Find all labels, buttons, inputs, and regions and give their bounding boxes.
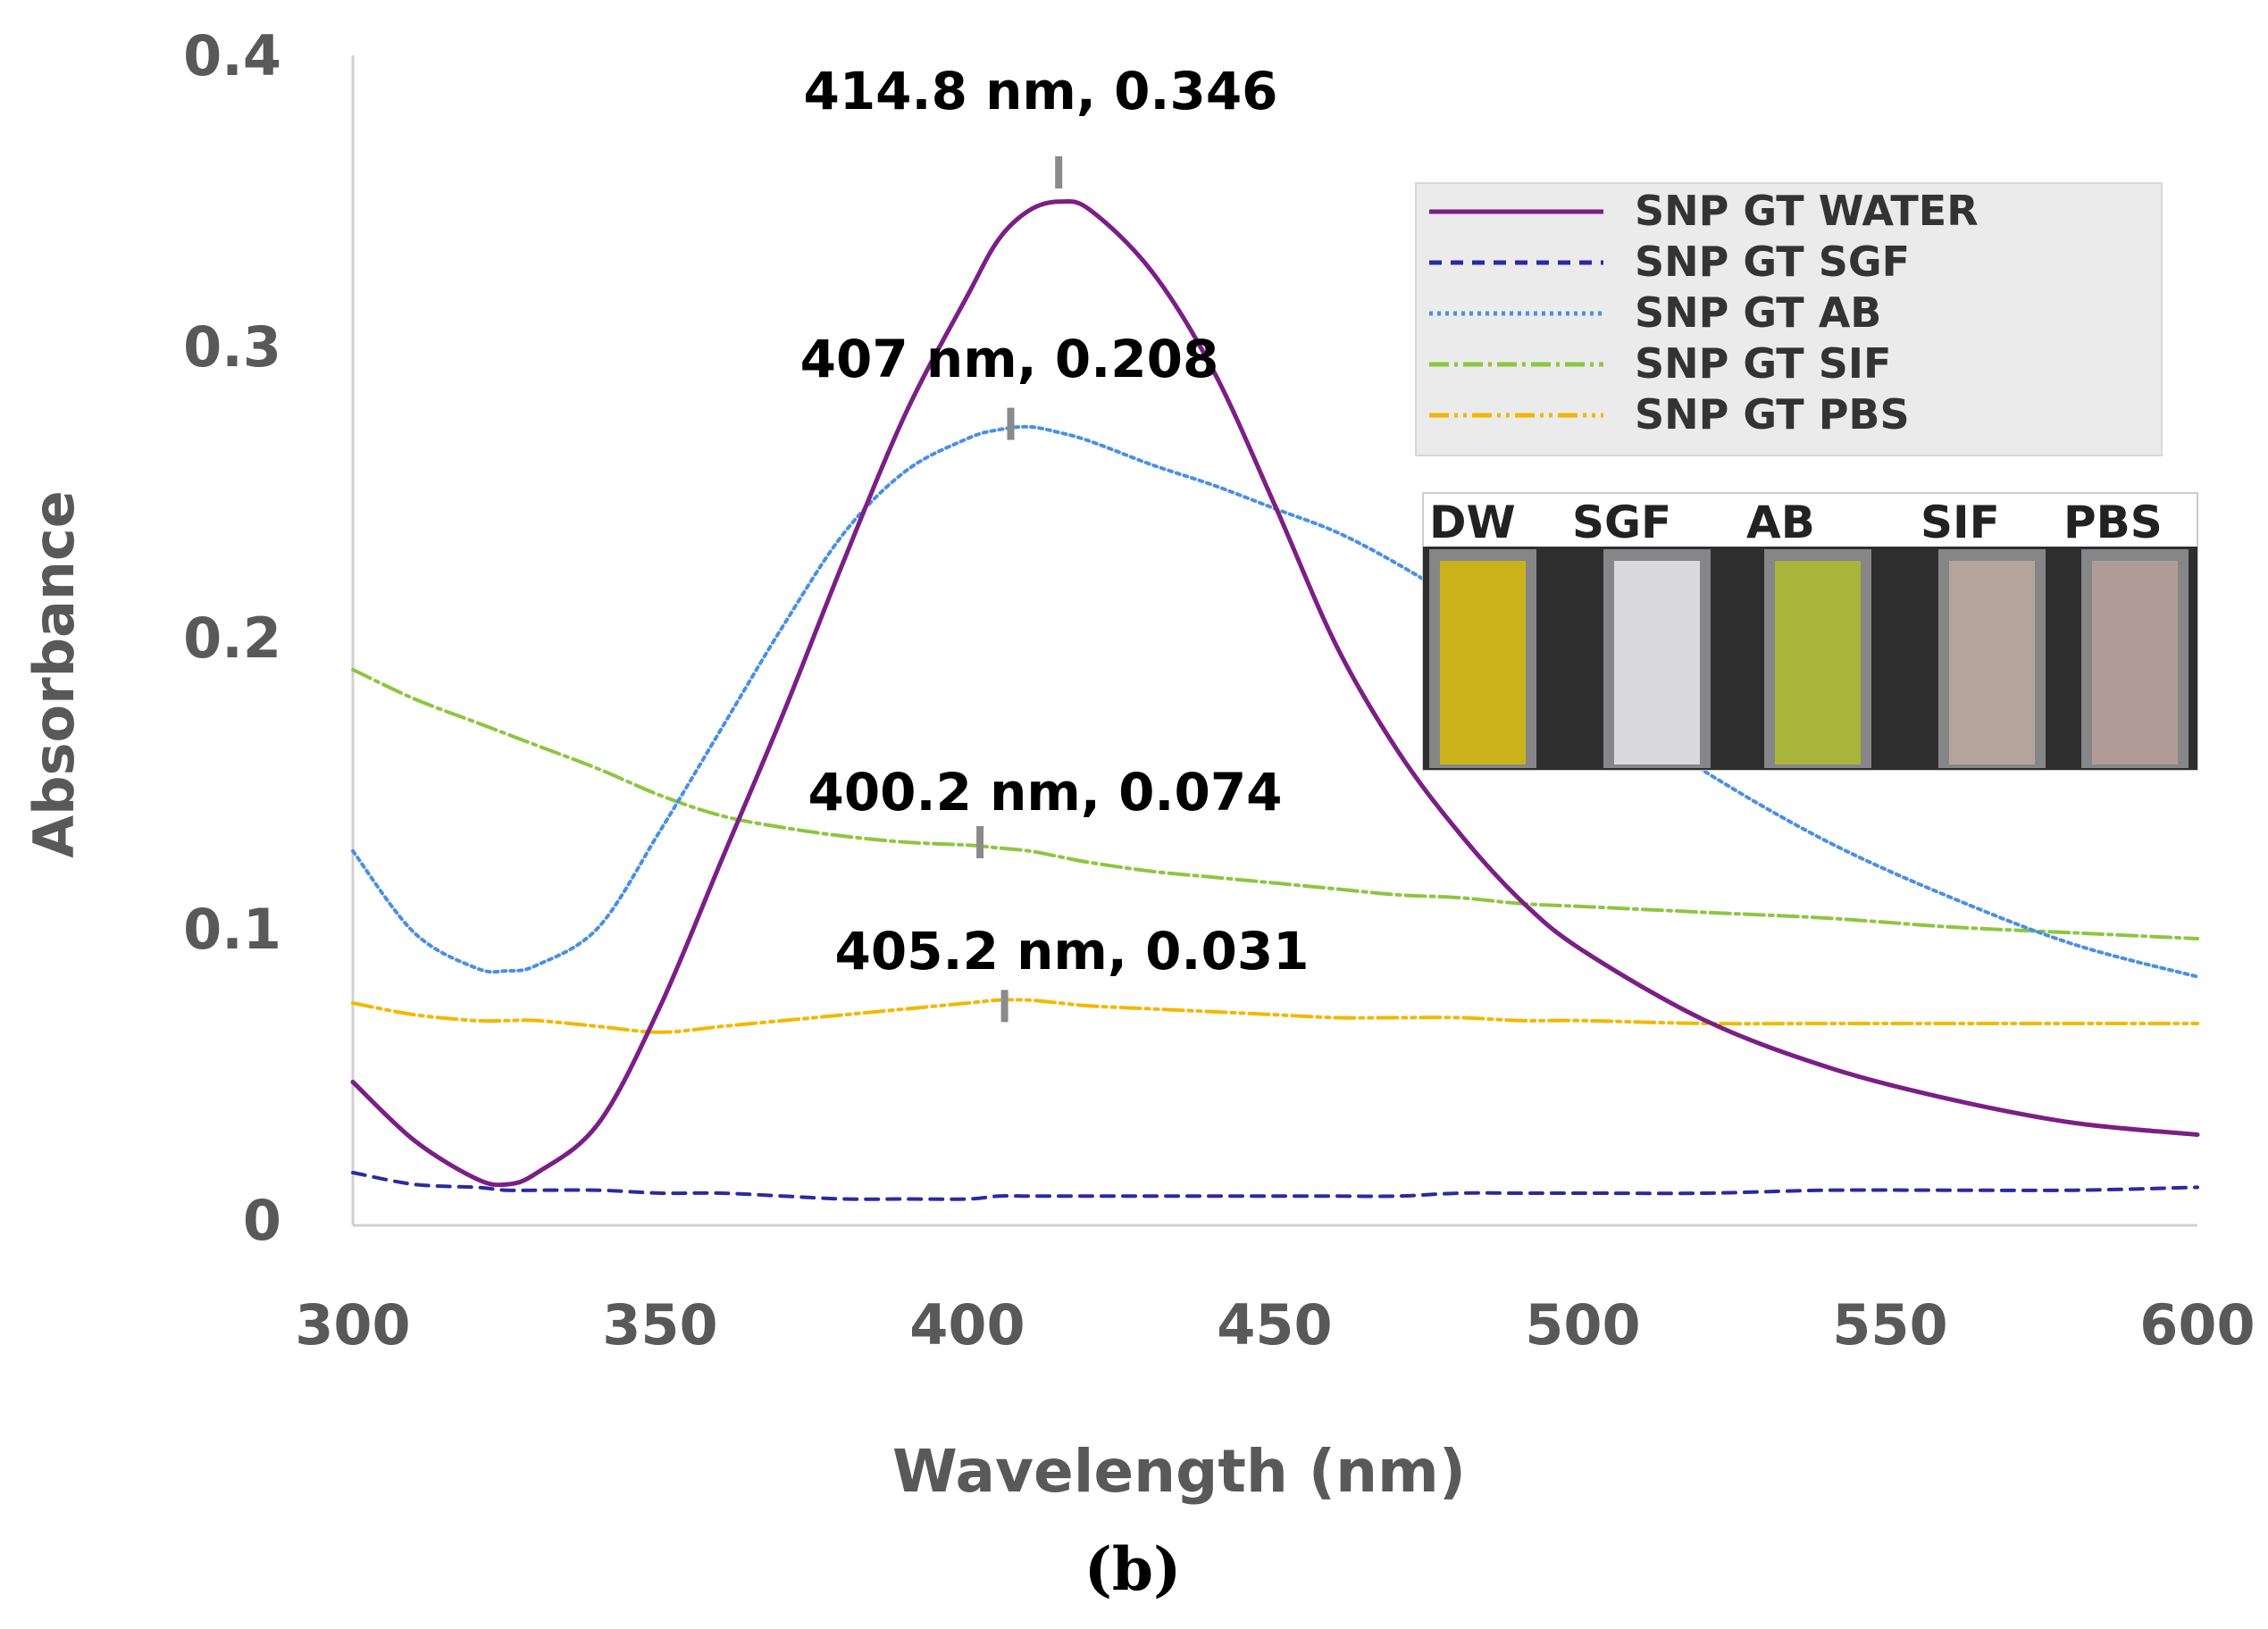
legend-label-sif: SNP GT SIF xyxy=(1635,339,1891,388)
panel-label: (b) xyxy=(1084,1534,1182,1604)
legend-box xyxy=(1415,182,2163,456)
y-axis-title: Absorbance xyxy=(21,490,87,858)
series-line-snp-gt-water xyxy=(350,198,2200,1188)
x-tick-labels: 300 350 400 450 500 550 600 xyxy=(295,1292,2255,1358)
legend-label-water: SNP GT WATER xyxy=(1635,187,1979,235)
peak-markers xyxy=(976,156,1063,1023)
vial-pbs xyxy=(2081,549,2188,768)
vial-photo-inset: DW SGF AB SIF PBS xyxy=(1422,492,2198,771)
vial-liquid xyxy=(2092,561,2178,764)
y-tick-label: 0.2 xyxy=(183,606,281,671)
vial-sgf xyxy=(1603,549,1711,768)
vial-label-pbs: PBS xyxy=(2063,497,2163,548)
peak-label-ab: 407 nm, 0.208 xyxy=(800,329,1219,389)
vial-liquid xyxy=(1949,561,2035,764)
vial-liquid xyxy=(1775,561,1861,764)
y-tick-label: 0.1 xyxy=(183,897,281,962)
vial-liquid xyxy=(1440,561,1526,764)
series-line-snp-gt-sif xyxy=(351,667,2199,940)
vial-label-ab: AB xyxy=(1746,497,1815,548)
vial-label-sgf: SGF xyxy=(1572,497,1671,548)
peak-marker xyxy=(1000,990,1008,1023)
series-line-snp-gt-pbs xyxy=(351,998,2199,1034)
x-tick-label: 300 xyxy=(295,1292,410,1358)
series-line-snp-gt-sgf xyxy=(351,1171,2199,1201)
peak-label-pbs: 405.2 nm, 0.031 xyxy=(834,921,1309,982)
series-line-snp-gt-ab xyxy=(351,424,2199,979)
x-tick-label: 400 xyxy=(909,1292,1025,1358)
legend-label-pbs: SNP GT PBS xyxy=(1635,390,1910,439)
y-tick-label: 0.3 xyxy=(183,314,281,380)
peak-marker xyxy=(1055,156,1063,188)
vial-label-dw: DW xyxy=(1429,497,1516,548)
x-tick-label: 600 xyxy=(2139,1292,2255,1358)
y-tick-labels: 0 0.1 0.2 0.3 0.4 xyxy=(183,23,281,1253)
y-tick-label: 0.4 xyxy=(183,23,281,88)
vial-liquid xyxy=(1614,561,1700,764)
x-axis-title: Wavelength (nm) xyxy=(892,1437,1466,1506)
vial-ab xyxy=(1764,549,1871,768)
peak-label-water: 414.8 nm, 0.346 xyxy=(803,61,1277,121)
x-tick-label: 450 xyxy=(1217,1292,1332,1358)
x-tick-label: 350 xyxy=(602,1292,717,1358)
vial-dw xyxy=(1429,549,1536,768)
vial-label-sif: SIF xyxy=(1921,497,2000,548)
x-tick-label: 550 xyxy=(1832,1292,1947,1358)
legend-label-ab: SNP GT AB xyxy=(1635,288,1881,337)
legend-swatches xyxy=(1429,209,1603,418)
x-tick-label: 500 xyxy=(1525,1292,1640,1358)
series-lines xyxy=(350,198,2200,1201)
peak-marker xyxy=(1007,407,1015,440)
peak-annotations: 414.8 nm, 0.346 407 nm, 0.208 400.2 nm, … xyxy=(800,61,1310,982)
peak-label-sif: 400.2 nm, 0.074 xyxy=(808,762,1282,823)
vials xyxy=(1429,549,2188,768)
peak-marker xyxy=(976,826,984,858)
vial-sif xyxy=(1938,549,2046,768)
legend: SNP GT WATER SNP GT SGF SNP GT AB SNP GT… xyxy=(1415,182,2163,456)
y-tick-label: 0 xyxy=(243,1188,281,1253)
legend-label-sgf: SNP GT SGF xyxy=(1635,238,1910,286)
